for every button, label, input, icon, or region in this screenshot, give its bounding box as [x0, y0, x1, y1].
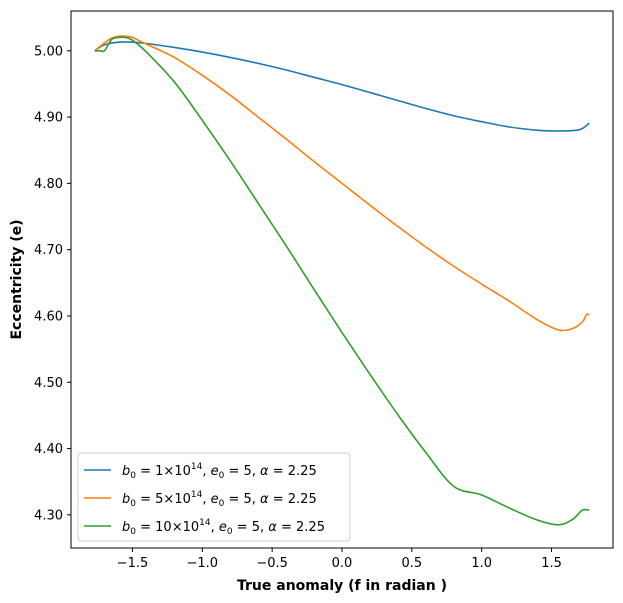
x-axis-title: True anomaly (f in radian ) [237, 578, 447, 594]
legend: b0 = 1×1014, e0 = 5, α = 2.25 b0 = 5×1014… [77, 452, 351, 542]
y-tick-label: 5.00 [34, 44, 63, 59]
y-tick-label: 4.40 [34, 442, 63, 457]
series-line-3 [94, 36, 590, 526]
x-tick-label: 1.0 [471, 556, 492, 571]
y-tick-label: 4.30 [34, 508, 63, 523]
x-tick-label: −0.5 [256, 556, 288, 571]
y-tick-label: 4.80 [34, 177, 63, 192]
y-tick-label: 4.70 [34, 243, 63, 258]
series-line-2 [94, 35, 590, 332]
x-axis-ticks: −1.5 −1.0 −0.5 0.0 0.5 1.0 1.5 [117, 548, 562, 571]
x-tick-label: 0.0 [332, 556, 353, 571]
x-tick-label: −1.5 [117, 556, 149, 571]
legend-label-2: b0 = 5×1014, e0 = 5, α = 2.25 [122, 490, 317, 509]
legend-box [77, 452, 351, 542]
y-tick-label: 4.50 [34, 376, 63, 391]
x-tick-label: −1.0 [187, 556, 219, 571]
y-axis-title: Eccentricity (e) [9, 219, 25, 339]
series-line-1 [94, 41, 590, 132]
y-axis-ticks: 4.30 4.40 4.50 4.60 4.70 4.80 4.90 5.00 [34, 44, 71, 523]
y-tick-label: 4.90 [34, 111, 63, 126]
y-tick-label: 4.60 [34, 309, 63, 324]
x-tick-label: 1.5 [541, 556, 562, 571]
series-lines [94, 35, 590, 526]
legend-label-3: b0 = 10×1014, e0 = 5, α = 2.25 [122, 518, 325, 537]
legend-label-1: b0 = 1×1014, e0 = 5, α = 2.25 [122, 462, 317, 481]
x-tick-label: 0.5 [402, 556, 423, 571]
